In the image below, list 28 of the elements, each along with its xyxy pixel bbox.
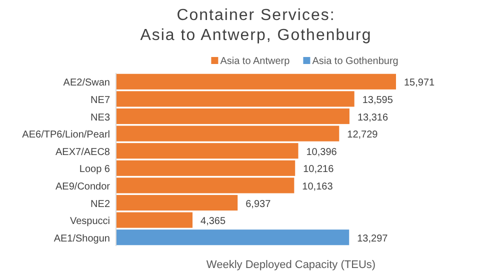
x-axis-title: Weekly Deployed Capacity (TEUs)	[206, 259, 376, 271]
data-label: 13,316	[357, 112, 388, 124]
data-label: 10,163	[302, 181, 334, 192]
legend-label: Asia to Antwerp	[220, 56, 290, 67]
y-tick-label: AE1/Shogun	[54, 233, 110, 244]
data-label: 10,216	[303, 164, 334, 176]
data-label: 12,729	[347, 130, 378, 141]
bar	[116, 194, 238, 211]
data-label: 15,971	[404, 78, 436, 89]
legend-label: Asia to Gothenburg	[312, 56, 398, 67]
y-tick-label: AE9/Condor	[56, 181, 111, 192]
bar	[116, 108, 350, 124]
data-label: 13,297	[357, 233, 388, 244]
data-label: 10,396	[306, 146, 338, 158]
data-label: 13,595	[362, 94, 394, 106]
bar	[116, 230, 350, 246]
y-tick-label: AE6/TP6/Lion/Pearl	[22, 130, 110, 141]
data-label: 4,365	[200, 216, 226, 228]
y-tick-label: Loop 6	[79, 164, 110, 176]
y-tick-label: NE7	[90, 94, 110, 106]
y-tick-label: AEX7/AEC8	[56, 146, 110, 158]
y-tick-label: AE2/Swan	[63, 78, 110, 89]
y-tick-label: Vespucci	[70, 216, 110, 228]
y-tick-label: NE2	[90, 198, 110, 210]
chart-title: Container Services: Asia to Antwerp, Gothenburg	[140, 7, 372, 44]
data-label: 6,937	[246, 198, 272, 210]
y-tick-label: NE3	[90, 112, 110, 124]
bar	[116, 212, 193, 228]
